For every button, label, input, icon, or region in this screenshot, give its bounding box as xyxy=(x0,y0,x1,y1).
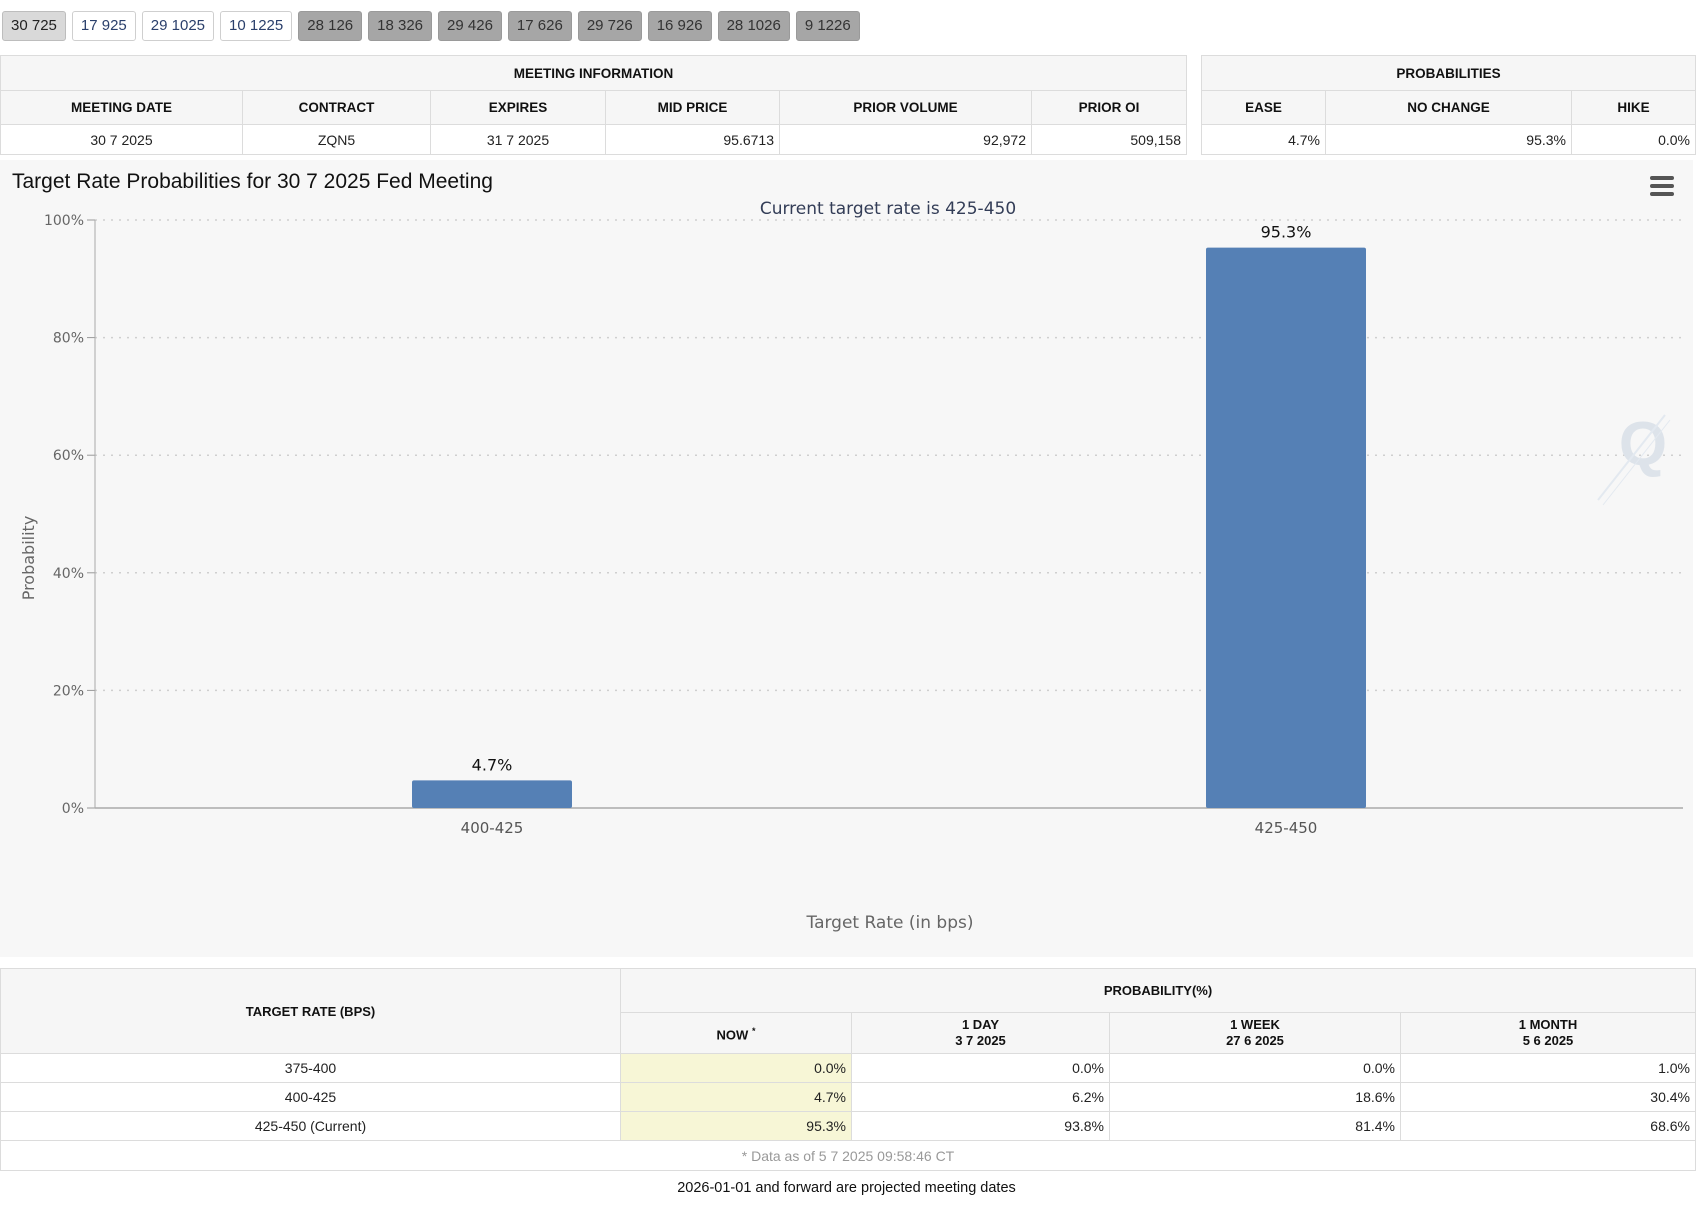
x-axis-label: Target Rate (in bps) xyxy=(806,913,974,933)
chart-subtitle: Current target rate is 425-450 xyxy=(760,199,1016,219)
mid-price-header: MID PRICE xyxy=(605,90,780,125)
one-month-cell: 30.4% xyxy=(1400,1082,1696,1112)
hike-header: HIKE xyxy=(1571,90,1696,125)
chart-title: Target Rate Probabilities for 30 7 2025 … xyxy=(12,170,493,193)
no-change-value: 95.3% xyxy=(1325,124,1572,155)
meeting-date-header: MEETING DATE xyxy=(0,90,243,125)
bar-data-label: 4.7% xyxy=(472,755,513,774)
probability-header: PROBABILITY(%) xyxy=(620,968,1696,1013)
meeting-tab[interactable]: 28 1026 xyxy=(717,11,790,41)
meeting-tab[interactable]: 17 925 xyxy=(71,11,136,41)
probabilities-table: PROBABILITIES EASE NO CHANGE HIKE 4.7% 9… xyxy=(1201,55,1696,155)
meeting-tab[interactable]: 10 1225 xyxy=(220,11,293,41)
hike-value: 0.0% xyxy=(1571,124,1696,155)
prior-volume-header: PRIOR VOLUME xyxy=(779,90,1032,125)
contract-header: CONTRACT xyxy=(242,90,431,125)
one-week-cell: 18.6% xyxy=(1109,1082,1401,1112)
meeting-tab[interactable]: 29 1025 xyxy=(141,11,215,41)
chart-menu-icon[interactable] xyxy=(1650,176,1674,196)
one-month-header: 1 MONTH 5 6 2025 xyxy=(1400,1012,1696,1054)
one-week-cell: 0.0% xyxy=(1109,1053,1401,1083)
x-tick-label: 425-450 xyxy=(1255,819,1318,837)
target-rate-cell: 400-425 xyxy=(0,1082,621,1112)
target-rate-table: TARGET RATE (BPS) PROBABILITY(%) NOW * 1… xyxy=(0,968,1696,1171)
ease-value: 4.7% xyxy=(1201,124,1326,155)
meeting-tab[interactable]: 28 126 xyxy=(298,11,363,41)
target-rate-cell: 375-400 xyxy=(0,1053,621,1083)
meeting-date-value: 30 7 2025 xyxy=(0,124,243,155)
x-tick-label: 400-425 xyxy=(461,819,524,837)
meeting-tab[interactable]: 30 725 xyxy=(2,11,66,41)
contract-value: ZQN5 xyxy=(242,124,431,155)
chart-panel xyxy=(0,160,1693,957)
ease-header: EASE xyxy=(1201,90,1326,125)
now-header: NOW * xyxy=(620,1012,852,1054)
table-row: 375-400 0.0% 0.0% 0.0% 1.0% xyxy=(0,1053,1696,1083)
one-day-header: 1 DAY 3 7 2025 xyxy=(851,1012,1110,1054)
prior-volume-value: 92,972 xyxy=(779,124,1032,155)
meeting-information-table: MEETING INFORMATION MEETING DATE CONTRAC… xyxy=(0,55,1187,155)
meeting-tab[interactable]: 17 626 xyxy=(507,11,572,41)
one-day-cell: 6.2% xyxy=(851,1082,1110,1112)
y-tick-label: 40% xyxy=(53,566,84,582)
meeting-tab[interactable]: 29 426 xyxy=(438,11,502,41)
one-week-cell: 81.4% xyxy=(1109,1111,1401,1141)
target-rate-header: TARGET RATE (BPS) xyxy=(0,968,621,1054)
mid-price-value: 95.6713 xyxy=(605,124,780,155)
one-day-cell: 93.8% xyxy=(851,1111,1110,1141)
table-row: 400-425 4.7% 6.2% 18.6% 30.4% xyxy=(0,1082,1696,1112)
meeting-information-title: MEETING INFORMATION xyxy=(0,55,1187,91)
data-timestamp-footnote: * Data as of 5 7 2025 09:58:46 CT xyxy=(0,1140,1696,1171)
y-tick-label: 0% xyxy=(62,801,84,817)
meeting-tabs: 30 725 17 925 29 1025 10 1225 28 126 18 … xyxy=(2,11,860,41)
meeting-tab[interactable]: 29 726 xyxy=(577,11,642,41)
bar-data-label: 95.3% xyxy=(1261,223,1312,242)
expires-value: 31 7 2025 xyxy=(430,124,606,155)
meeting-tab[interactable]: 18 326 xyxy=(368,11,433,41)
y-tick-label: 60% xyxy=(53,448,84,464)
prior-oi-value: 509,158 xyxy=(1031,124,1187,155)
one-month-cell: 68.6% xyxy=(1400,1111,1696,1141)
one-month-cell: 1.0% xyxy=(1400,1053,1696,1083)
target-rate-cell: 425-450 (Current) xyxy=(0,1111,621,1141)
one-week-header: 1 WEEK 27 6 2025 xyxy=(1109,1012,1401,1054)
bar-chart: Q Current target rate is 425-450 Probabi… xyxy=(19,199,1683,933)
meeting-tab[interactable]: 16 926 xyxy=(647,11,712,41)
probabilities-title: PROBABILITIES xyxy=(1201,55,1696,91)
one-day-cell: 0.0% xyxy=(851,1053,1110,1083)
y-tick-label: 100% xyxy=(44,213,84,229)
meeting-tab[interactable]: 9 1226 xyxy=(795,11,860,41)
quikstrike-watermark-icon: Q xyxy=(1597,410,1671,506)
now-cell: 4.7% xyxy=(620,1082,852,1112)
now-cell: 95.3% xyxy=(620,1111,852,1141)
expires-header: EXPIRES xyxy=(430,90,606,125)
projected-dates-note: 2026-01-01 and forward are projected mee… xyxy=(677,1180,1016,1196)
now-cell: 0.0% xyxy=(620,1053,852,1083)
prior-oi-header: PRIOR OI xyxy=(1031,90,1187,125)
y-tick-label: 80% xyxy=(53,331,84,347)
y-axis-label: Probability xyxy=(19,516,38,601)
bar-425-450[interactable] xyxy=(1206,247,1366,809)
y-tick-label: 20% xyxy=(53,683,84,699)
table-row: 425-450 (Current) 95.3% 93.8% 81.4% 68.6… xyxy=(0,1111,1696,1141)
no-change-header: NO CHANGE xyxy=(1325,90,1572,125)
bar-400-425[interactable] xyxy=(412,780,572,808)
